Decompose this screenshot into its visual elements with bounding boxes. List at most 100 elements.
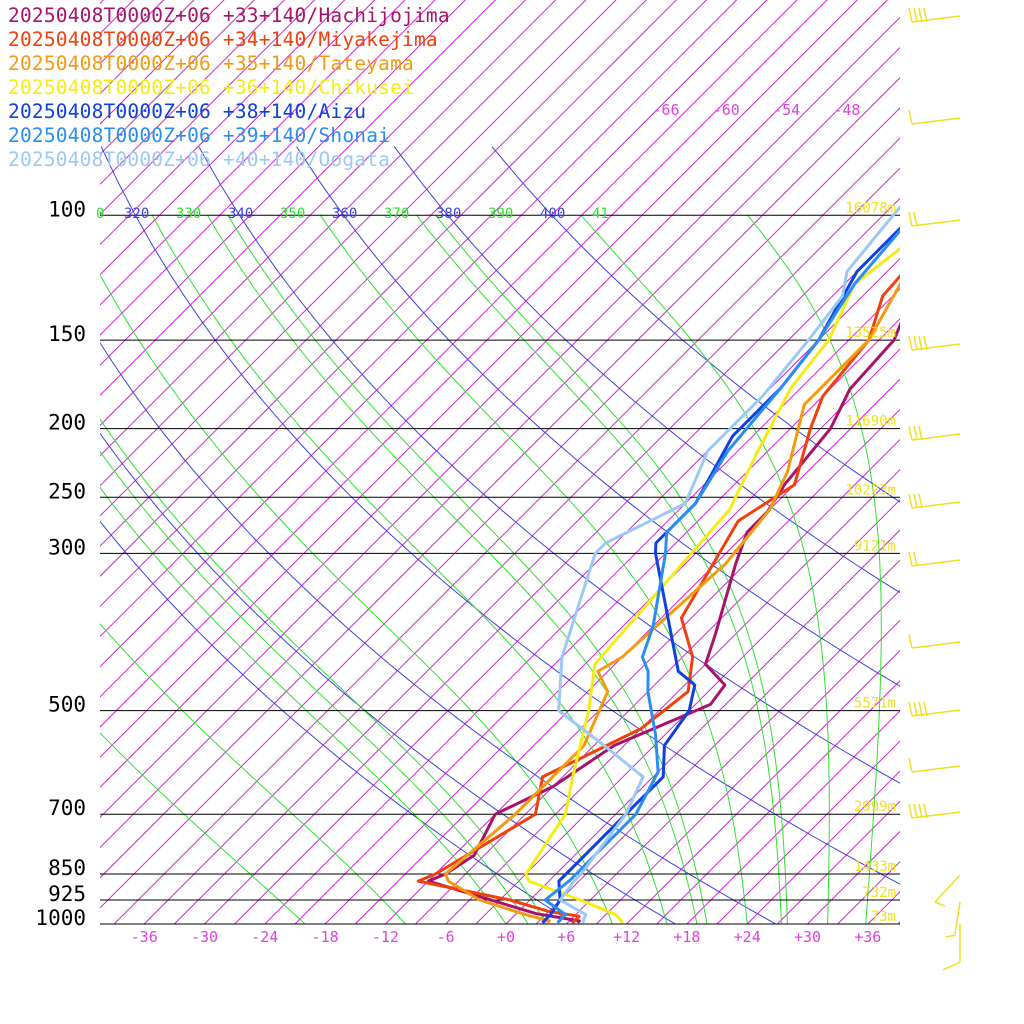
isotherm-line (100, 107, 900, 909)
isotherm-line (100, 77, 900, 879)
isotherm-line (837, 860, 900, 924)
height-label: 5571m (854, 696, 896, 712)
pressure-tick-label: 300 (48, 535, 86, 559)
sounding-line (444, 281, 900, 924)
temperature-tick-label: -6 (437, 928, 455, 946)
isotherm-line (100, 0, 677, 577)
isotherm-line (897, 921, 900, 924)
isotherm-line (204, 227, 900, 924)
isotherm-line (100, 0, 647, 547)
wind-barb (934, 874, 961, 907)
sounding-line (426, 321, 900, 924)
height-label: 73m (871, 909, 896, 925)
upper-temperature-label: -60 (713, 101, 740, 119)
pressure-tick-label: 700 (48, 796, 86, 820)
wind-barb (908, 425, 961, 441)
moist-adiabat-line (227, 215, 708, 924)
upper-temperature-label: -48 (833, 101, 860, 119)
isotherm-line (596, 619, 900, 924)
upper-temperature-label: -54 (773, 101, 800, 119)
isotherm-line (100, 0, 346, 246)
wind-barb (908, 633, 961, 649)
pressure-tick-label: 1000 (35, 906, 86, 930)
isotherm-line (776, 800, 900, 924)
moist-adiabat-line (100, 732, 306, 924)
pressure-tick-label: 500 (48, 693, 86, 717)
isotherm-line (100, 0, 828, 728)
legend-entry: 20250408T0000Z+06 +34+140/Miyakejima (8, 28, 438, 51)
sounding-series (416, 204, 900, 924)
height-label: 2999m (854, 799, 896, 815)
wind-barb (945, 901, 961, 938)
wind-barb (908, 335, 961, 351)
sounding-line (557, 204, 900, 924)
isotherm-line (958, 0, 1024, 924)
isotherm-line (867, 891, 900, 924)
dry-adiabat-line (198, 146, 900, 784)
isotherm-line (415, 438, 900, 924)
temperature-tick-label: +12 (613, 928, 640, 946)
dry-adiabat-line (491, 146, 900, 503)
wind-barbs (908, 7, 961, 971)
dry-adiabat-line (100, 146, 900, 885)
isotherm-line (100, 16, 900, 819)
isotherm-line (100, 0, 255, 155)
isotherm-line (100, 0, 708, 608)
isotherm-line (100, 0, 286, 186)
isotherm-line (716, 740, 900, 924)
height-label: 13525m (845, 325, 896, 341)
height-label: 732m (862, 885, 896, 901)
isotherm-line (324, 348, 900, 924)
moist-adiabat-line (950, 215, 1024, 924)
isotherm-line (100, 0, 587, 487)
temperature-tick-label: -18 (312, 928, 339, 946)
temperature-tick-label: +18 (673, 928, 700, 946)
wind-barb (908, 551, 961, 567)
theta-label: 370 (384, 206, 409, 222)
wind-barb (942, 924, 961, 971)
isotherm-line (686, 710, 900, 924)
height-label: 9121m (854, 538, 896, 554)
moist-adiabat-line (747, 214, 882, 924)
isotherm-line (100, 0, 768, 668)
isotherm-line (535, 559, 900, 924)
theta-label: 0 (96, 206, 104, 222)
theta-label: 360 (332, 206, 357, 222)
isotherm-line (565, 589, 900, 924)
height-label: 1433m (854, 859, 896, 875)
sounding-line (416, 273, 900, 924)
height-label: 16078m (845, 200, 896, 216)
legend-entry: 20250408T0000Z+06 +35+140/Tateyama (8, 52, 414, 75)
isotherm-line (475, 499, 900, 924)
isotherm-line (100, 0, 225, 125)
temperature-tick-label: -30 (191, 928, 218, 946)
isotherm-line (385, 408, 900, 924)
temperature-tick-label: -24 (251, 928, 278, 946)
dry-adiabat-line (296, 146, 900, 687)
isotherm-line (100, 0, 858, 758)
pressure-tick-label: 925 (48, 882, 86, 906)
isotherm-line (505, 529, 900, 924)
theta-label: 330 (176, 206, 201, 222)
temperature-tick-label: +36 (854, 928, 881, 946)
isotherm-line (988, 0, 1024, 924)
theta-label: 340 (228, 206, 253, 222)
wind-barb (908, 493, 961, 509)
isotherm-line (100, 0, 527, 427)
dry-adiabat-line (393, 146, 900, 594)
isotherm-line (264, 288, 900, 924)
theta-label: 390 (488, 206, 513, 222)
isotherm-line (100, 0, 889, 789)
isotherm-line (626, 649, 900, 924)
isobar-grid (100, 214, 900, 925)
legend-entry: 20250408T0000Z+06 +36+140/Chikusei (8, 76, 414, 99)
isotherm-line (100, 0, 497, 397)
wind-barb (908, 701, 961, 717)
isotherm-line (113, 137, 900, 924)
isotherm-line (100, 0, 466, 366)
isotherm-line (928, 0, 1024, 924)
isotherm-line (100, 0, 617, 517)
temperature-tick-label: +30 (794, 928, 821, 946)
